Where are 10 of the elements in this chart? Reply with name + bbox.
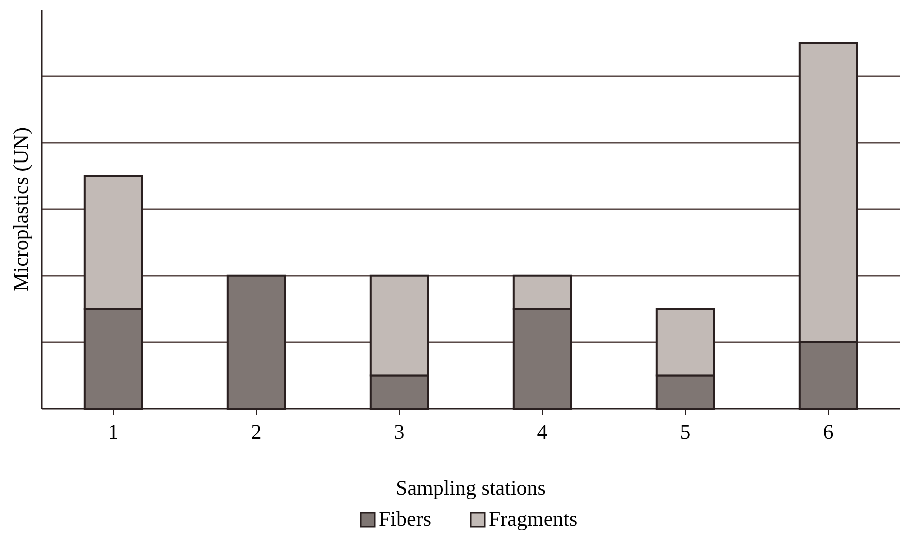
legend-label: Fragments	[489, 507, 578, 531]
x-tick-label: 5	[680, 420, 691, 444]
legend-label: Fibers	[379, 507, 432, 531]
x-tick-label: 6	[823, 420, 834, 444]
x-tick-label: 2	[251, 420, 262, 444]
x-tick-label: 3	[394, 420, 405, 444]
x-tick-label: 1	[108, 420, 119, 444]
y-axis-title: Microplastics (UN)	[9, 128, 33, 292]
x-axis-title: Sampling stations	[396, 476, 546, 500]
x-tick-label: 4	[537, 420, 548, 444]
